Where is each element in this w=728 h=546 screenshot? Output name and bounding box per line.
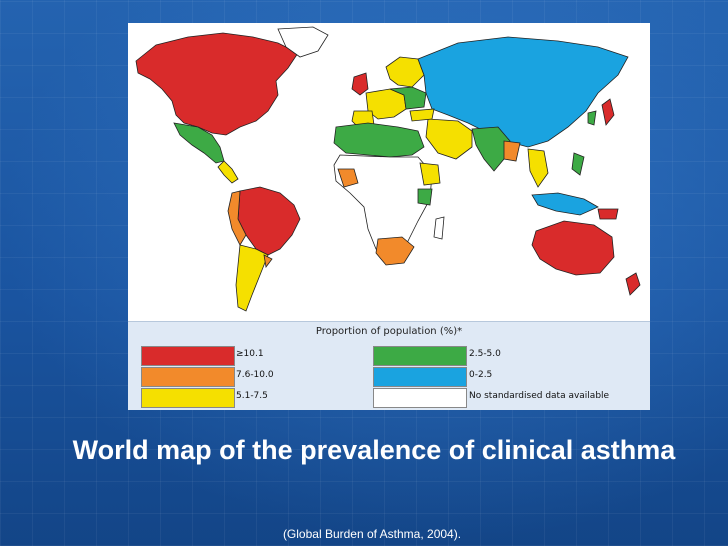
region-korea [587,110,597,126]
map-figure: Proportion of population (%)* ≥10.1 7.6-… [128,23,650,410]
world-map [128,23,650,321]
region-russia-china [417,36,629,148]
region-australia [531,220,615,276]
legend-label-yellow: 5.1-7.5 [236,391,268,401]
legend-swatch-white [373,388,467,408]
region-andes [227,190,247,246]
legend-swatch-orange [141,367,235,387]
slide-source-citation: (Global Burden of Asthma, 2004). [282,527,462,541]
legend-swatch-yellow [141,388,235,408]
legend-label-green: 2.5-5.0 [469,349,501,359]
slide-title: World map of the prevalence of clinical … [72,435,676,465]
region-west-africa [337,168,359,188]
legend-label-red: ≥10.1 [236,349,264,359]
region-scandinavia [385,56,425,88]
legend-label-blue: 0-2.5 [469,370,493,380]
region-southeast-asia [527,148,549,188]
region-central-america [217,160,239,184]
region-north-america [135,32,299,136]
region-india-east [503,140,521,162]
legend-title: Proportion of population (%)* [315,326,463,337]
region-central-europe [389,86,427,110]
legend-swatch-red [141,346,235,366]
region-png [597,208,619,220]
region-japan [601,98,615,126]
region-uk [351,72,369,96]
region-south-africa [375,236,415,266]
region-south-asia [471,126,511,172]
region-southern-cone [235,244,269,312]
region-uruguay [263,254,273,268]
region-greenland [277,26,329,58]
region-kenya [417,188,433,206]
map-legend: Proportion of population (%)* ≥10.1 7.6-… [128,321,650,410]
region-philippines [571,152,585,176]
region-turkey [409,108,435,122]
legend-swatch-green [373,346,467,366]
region-north-africa [333,122,425,158]
region-madagascar [433,216,445,240]
region-mexico [173,122,225,164]
region-ethiopia [419,162,441,186]
legend-label-white: No standardised data available [469,391,610,401]
legend-label-orange: 7.6-10.0 [236,370,274,380]
region-indonesia [531,192,599,216]
region-middle-east [425,118,473,160]
legend-swatch-blue [373,367,467,387]
region-new-zealand [625,272,641,296]
